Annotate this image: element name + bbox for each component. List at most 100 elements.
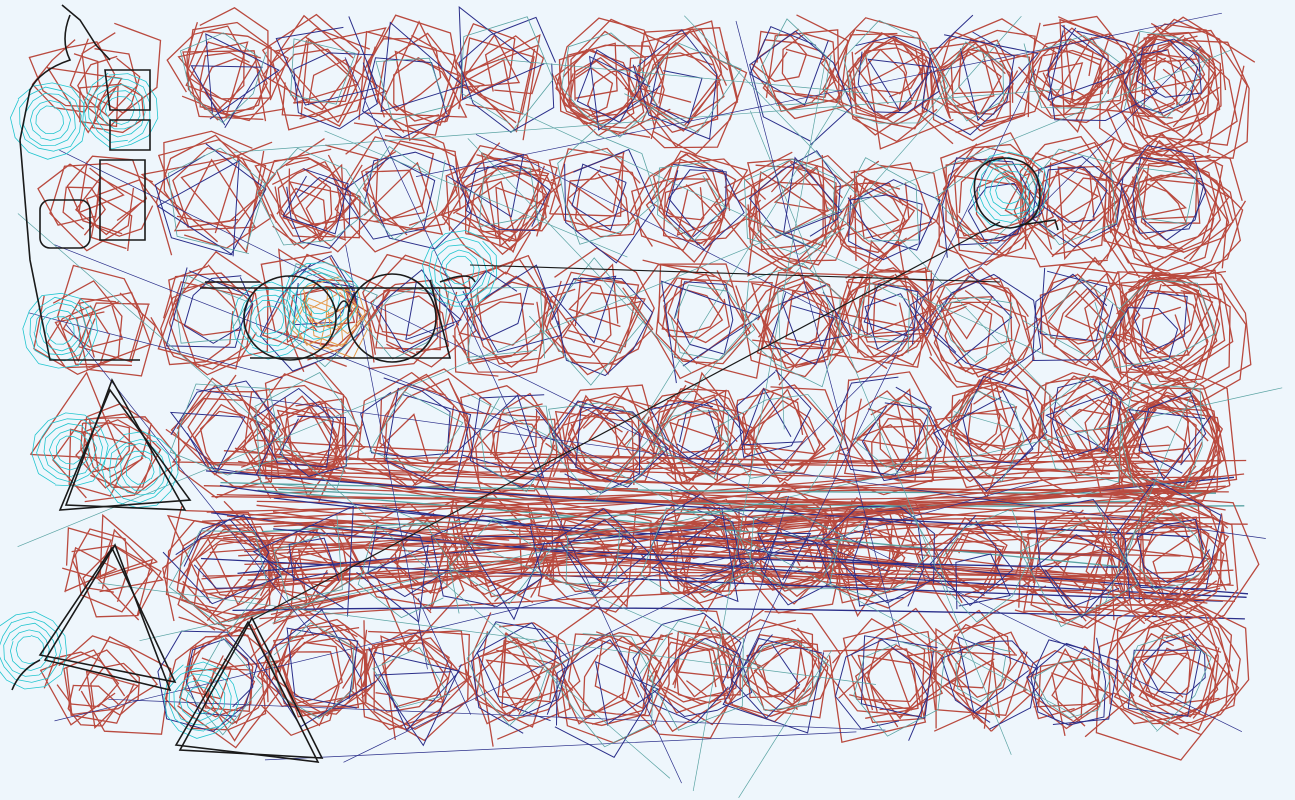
stroke [668, 169, 727, 238]
triangle-small[interactable] [174, 616, 324, 763]
stroke [278, 248, 359, 344]
stroke [932, 389, 1034, 493]
stroke [1094, 279, 1217, 369]
stroke [652, 410, 732, 479]
stroke [428, 236, 494, 304]
stroke [185, 30, 289, 118]
stroke [827, 273, 928, 374]
stroke [253, 387, 334, 468]
figure-shape[interactable] [19, 4, 151, 361]
stroke [459, 258, 553, 346]
stroke [1128, 408, 1212, 481]
stroke [746, 386, 849, 467]
stroke [936, 295, 994, 340]
stroke [94, 84, 146, 138]
stroke [454, 271, 547, 381]
stroke [829, 505, 932, 599]
goggles-shape[interactable] [200, 273, 476, 363]
stroke [1130, 24, 1203, 94]
stroke [832, 19, 949, 124]
stroke [1121, 406, 1231, 508]
stroke [568, 263, 621, 328]
stroke [757, 281, 832, 369]
stroke [277, 443, 1147, 560]
diagonal-line[interactable] [251, 221, 1001, 621]
stroke [1022, 277, 1126, 357]
stroke [305, 180, 361, 239]
stroke [829, 180, 906, 262]
stroke [1123, 30, 1208, 119]
stroke [373, 382, 473, 490]
stroke [761, 45, 1202, 485]
stroke [969, 151, 1050, 229]
stroke [56, 264, 144, 367]
stroke [742, 639, 831, 712]
stroke [629, 264, 752, 380]
stroke [58, 635, 159, 716]
stroke [742, 387, 803, 446]
stroke [639, 634, 728, 733]
circle-upper-right[interactable] [973, 157, 1059, 231]
stroke [458, 6, 545, 101]
stroke [1047, 24, 1126, 101]
stroke [168, 280, 263, 376]
stroke [561, 32, 657, 138]
stroke [547, 633, 654, 748]
stroke [343, 136, 435, 223]
stroke [651, 508, 739, 603]
stroke [1136, 518, 1211, 584]
stroke [157, 630, 258, 733]
stroke [655, 269, 751, 365]
stroke [350, 634, 453, 731]
stroke [645, 171, 727, 263]
stroke [475, 631, 554, 728]
stroke [267, 622, 354, 719]
stroke [1127, 649, 1202, 717]
stroke [1136, 38, 1202, 98]
stroke [750, 399, 821, 474]
stroke [660, 280, 761, 384]
stroke [374, 664, 462, 747]
stroke [676, 398, 744, 466]
stroke [967, 182, 1031, 242]
stroke [140, 155, 240, 243]
stroke [203, 655, 256, 725]
stroke [384, 295, 450, 356]
stroke [467, 138, 692, 374]
stroke [479, 396, 553, 493]
stroke [1047, 256, 1141, 372]
stroke [113, 443, 167, 496]
stroke [1057, 166, 1138, 261]
stroke [85, 670, 140, 729]
stroke [255, 305, 285, 335]
stroke [1045, 40, 1109, 101]
stroke [273, 27, 387, 123]
stroke [458, 37, 535, 115]
triangle-large[interactable] [11, 543, 177, 692]
stroke [714, 394, 845, 491]
stroke [1055, 408, 1112, 461]
stroke [293, 36, 360, 104]
stroke [567, 398, 657, 479]
stroke [88, 416, 182, 496]
stroke [750, 524, 827, 605]
stroke [0, 611, 68, 690]
stroke [22, 292, 99, 369]
stroke [82, 419, 153, 488]
stroke [852, 518, 925, 607]
stroke [439, 249, 480, 290]
stroke [417, 598, 472, 715]
stroke [460, 16, 554, 134]
stroke [557, 128, 658, 245]
stroke [185, 686, 215, 715]
stroke [930, 38, 1011, 142]
stroke [344, 57, 682, 784]
stroke [1102, 157, 1230, 284]
triangle-middle[interactable] [58, 378, 192, 511]
stroke [367, 525, 447, 598]
stroke [82, 72, 159, 150]
stroke [551, 48, 643, 125]
stroke [367, 14, 460, 127]
